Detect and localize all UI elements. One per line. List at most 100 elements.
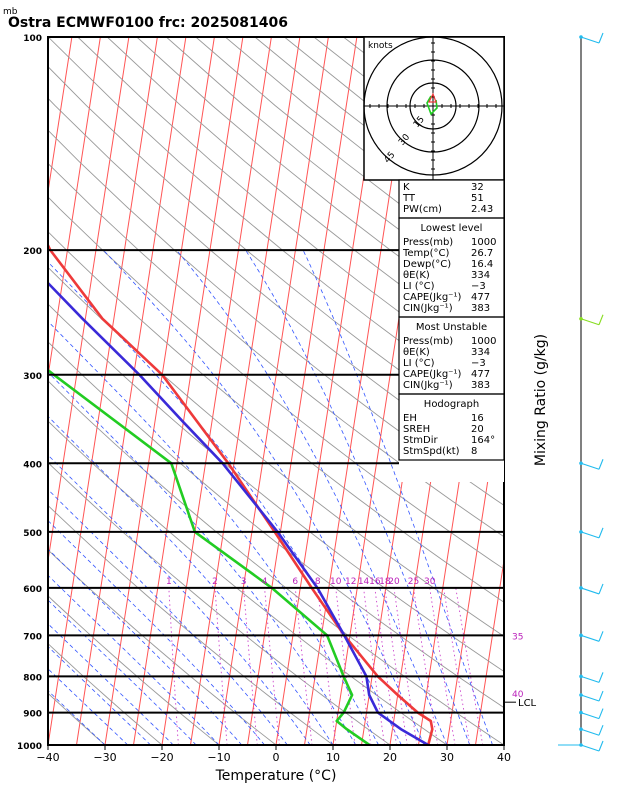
most-unstable-key: θE(K) — [403, 347, 430, 358]
unit-label: mb — [3, 7, 18, 17]
chart-title: Ostra ECMWF0100 frc: 2025081406 — [8, 15, 288, 31]
dry-adiabat-line — [48, 97, 504, 476]
isotherm-line — [161, 37, 272, 745]
pressure-tick-label: 800 — [23, 673, 42, 683]
wind-barb-flag — [598, 459, 604, 470]
isotherm-line — [190, 37, 301, 745]
indices-background — [399, 180, 504, 482]
mixing-ratio-label: 30 — [424, 577, 436, 587]
mixing-ratio-line — [393, 587, 418, 745]
mixing-ratio-label: 35 — [512, 632, 523, 642]
dry-adiabat-line — [48, 66, 504, 446]
most-unstable-value: −3 — [471, 358, 486, 369]
wind-barb-shaft — [580, 318, 600, 326]
lowest-level-value: 26.7 — [471, 248, 493, 259]
wind-barb-shaft — [580, 36, 600, 44]
x-tick-label: 10 — [326, 751, 340, 764]
hodograph-params-value: 16 — [471, 413, 484, 424]
pressure-tick-label: 1000 — [17, 742, 42, 752]
hodograph-trace — [426, 95, 438, 116]
moist-adiabat-line — [48, 261, 402, 745]
pressure-tick-label: 200 — [23, 247, 42, 257]
most-unstable-value: 477 — [471, 369, 490, 380]
indices-panel: K 32 TT 51 PW(cm) 2.43 Lowest level Press(mb) 10… — [398, 179, 505, 482]
lowest-level-value: 334 — [471, 270, 490, 281]
hodograph-params-value: 164° — [471, 435, 495, 446]
stability-indices-value: 2.43 — [471, 204, 493, 215]
x-axis-label: Temperature (°C) — [215, 768, 337, 784]
mixing-ratio-line — [214, 587, 228, 745]
isotherm-line — [561, 37, 618, 745]
mixing-ratio-label: 1 — [166, 577, 172, 587]
hodograph-params-key: SREH — [403, 424, 430, 435]
wind-barb-flag — [598, 725, 604, 736]
wind-barb-flag — [598, 690, 604, 702]
isotherm-line — [0, 37, 15, 745]
mixing-ratio-line — [413, 587, 439, 745]
storm-motion-marker — [428, 92, 437, 103]
isotherm-line — [104, 37, 215, 745]
mixing-ratio-label: 20 — [388, 577, 400, 587]
most-unstable-value: 383 — [471, 380, 490, 391]
dry-adiabat-line — [48, 595, 220, 745]
wind-barb-shaft — [580, 694, 600, 702]
x-tick-label: −40 — [36, 751, 59, 764]
wind-barb-shaft — [580, 728, 600, 736]
isotherm-line — [48, 37, 73, 195]
stability-indices-key: K — [403, 182, 410, 193]
most-unstable-key: CIN(Jkg⁻¹) — [403, 380, 453, 391]
mixing-ratio-line — [455, 587, 484, 745]
wind-barb-shaft — [580, 531, 600, 539]
isotherm-line — [247, 37, 358, 745]
lowest-level-key: Temp(°C) — [402, 248, 450, 259]
dry-adiabat-line — [48, 162, 504, 538]
isotherm-line — [48, 37, 101, 380]
moist-adiabat-line — [48, 320, 379, 745]
dry-adiabat-line — [48, 196, 504, 570]
hodograph-units: knots — [368, 41, 393, 51]
lowest-level-key: θE(K) — [403, 270, 430, 281]
most-unstable-heading: Most Unstable — [416, 322, 487, 333]
moist-adiabat-line — [48, 668, 129, 745]
isotherm-line — [133, 37, 244, 745]
hodograph-params-box — [398, 393, 505, 461]
mixing-ratio-line — [429, 587, 456, 745]
moist-adiabat-line — [103, 249, 425, 745]
pressure-tick-label: 600 — [23, 585, 42, 595]
stability-indices-key: PW(cm) — [403, 204, 442, 215]
lowest-level-value: 477 — [471, 292, 490, 303]
pressure-tick-label: 500 — [23, 529, 42, 539]
pressure-tick-label: 100 — [23, 34, 42, 44]
x-tick-label: −10 — [207, 751, 230, 764]
lowest-level-key: LI (°C) — [403, 281, 435, 292]
lowest-level-heading: Lowest level — [421, 223, 483, 234]
x-tick-label: −30 — [93, 751, 116, 764]
lowest-level-value: 16.4 — [471, 259, 493, 270]
pressure-tick-label: 700 — [23, 632, 42, 642]
mixing-ratio-axis-label: Mixing Ratio (g/kg) — [533, 334, 549, 466]
dry-adiabat-line — [48, 231, 504, 603]
hodograph-params-key: EH — [403, 413, 417, 424]
wind-profile — [558, 32, 604, 752]
moist-adiabat-line — [48, 371, 357, 745]
moist-adiabat-line — [48, 520, 265, 745]
isotherm-line — [475, 557, 504, 745]
mixing-ratio-label: 40 — [512, 690, 524, 700]
background-grid — [0, 37, 618, 745]
dry-adiabat-line — [48, 380, 504, 745]
wind-barb-shaft — [580, 587, 600, 595]
wind-barb-shaft — [580, 634, 600, 642]
mixing-ratio-label: 14 — [358, 577, 370, 587]
lowest-level-key: CIN(Jkg⁻¹) — [403, 303, 453, 314]
isotherm-line — [76, 37, 187, 745]
dry-adiabat-line — [48, 37, 504, 417]
stability-indices-value: 51 — [471, 193, 484, 204]
dry-adiabat-line — [48, 303, 504, 673]
wind-barb-shaft — [580, 744, 600, 752]
dry-adiabat-line — [48, 266, 504, 637]
wind-barb-shaft — [580, 462, 600, 470]
lowest-level-key: Dewp(°C) — [403, 259, 451, 270]
wind-barb-flag — [598, 314, 604, 325]
